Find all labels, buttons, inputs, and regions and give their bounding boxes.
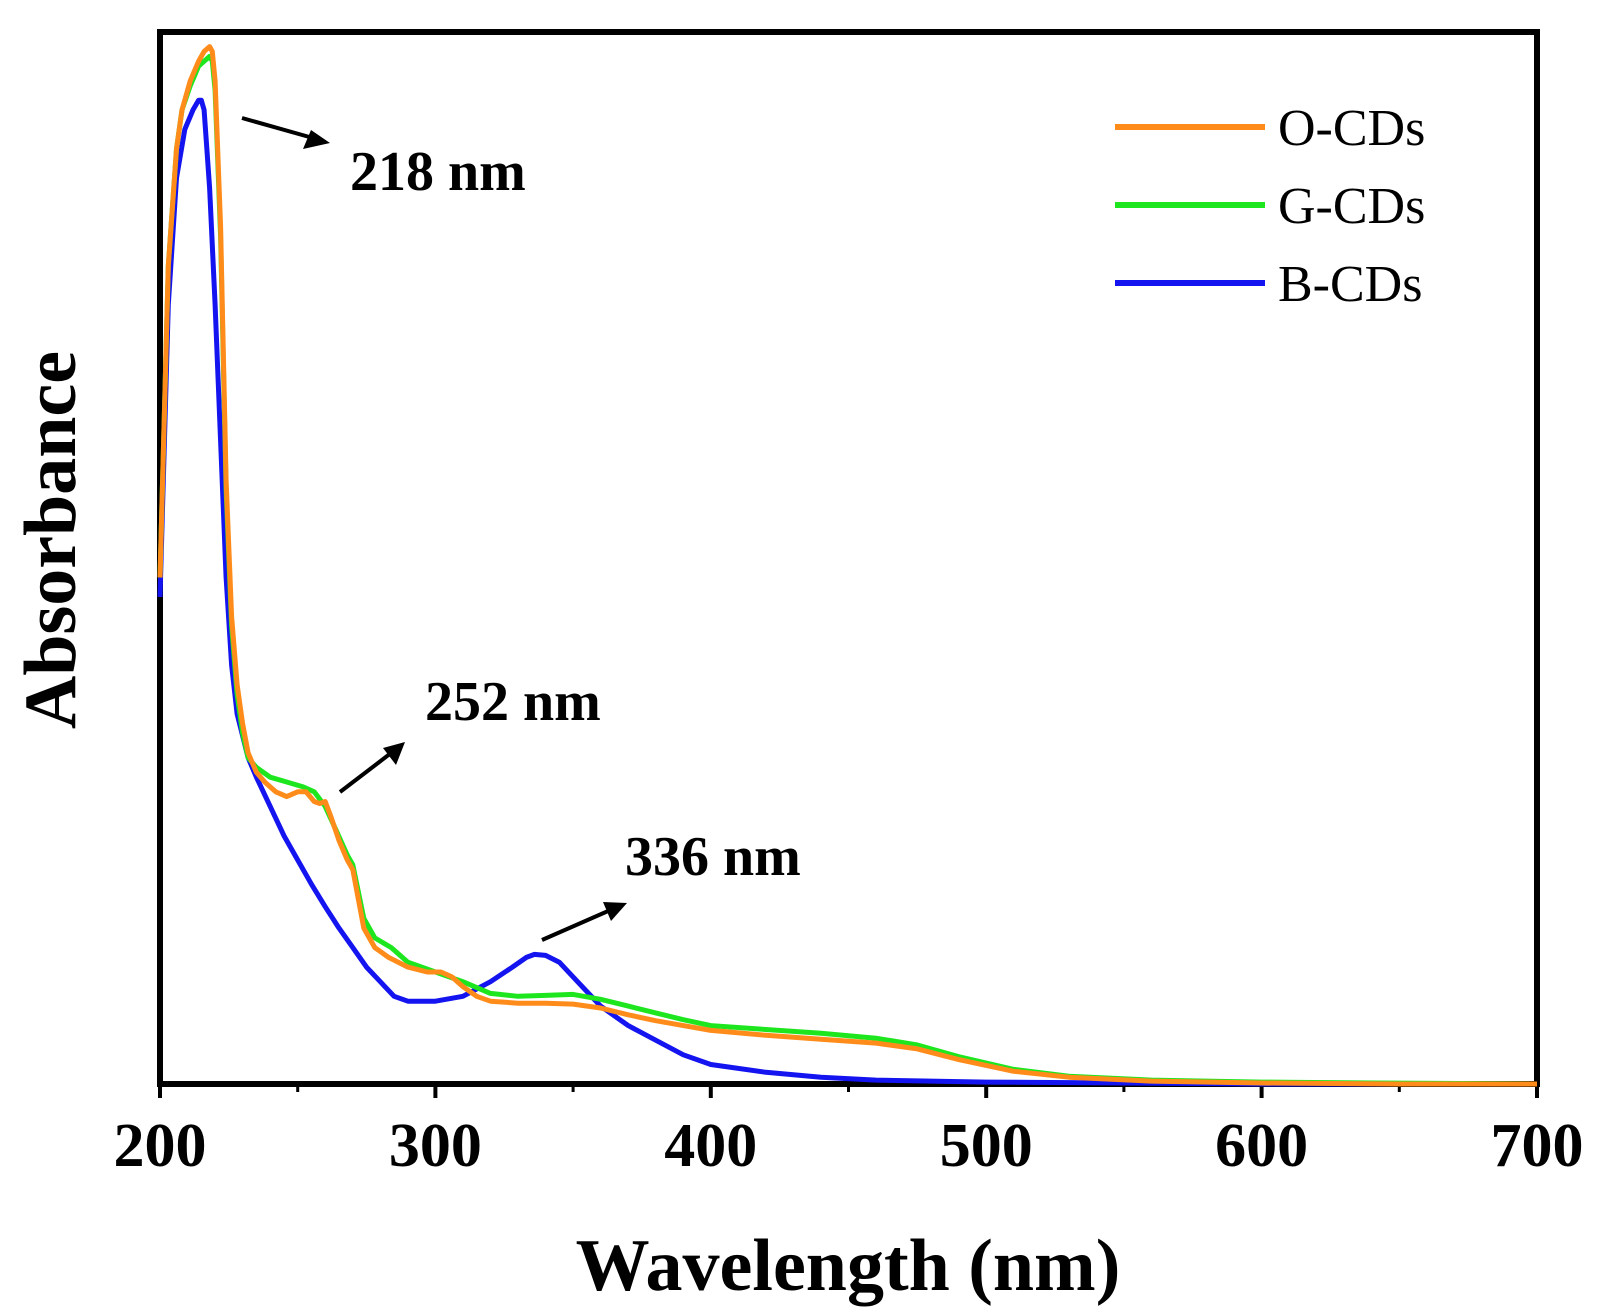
annotation-arrowhead-336 (603, 902, 627, 921)
legend: O-CDs G-CDs B-CDs (1115, 100, 1425, 313)
annotation-arrow-336 (541, 906, 616, 942)
x-tick-label: 400 (664, 1112, 757, 1180)
annotation-arrowhead-218 (303, 130, 330, 149)
annotations: 218 nm 252 nm 336 nm (241, 116, 801, 942)
legend-label-g-cds: G-CDs (1278, 178, 1425, 235)
annotation-label-252: 252 nm (425, 671, 601, 733)
x-axis-ticks: 200 300 400 500 600 700 (114, 1084, 1584, 1180)
annotation-label-336: 336 nm (625, 826, 801, 888)
series-line-b-cds (157, 97, 1537, 1087)
x-tick-label: 500 (940, 1112, 1033, 1180)
series-line-o-cds (157, 44, 1537, 1087)
legend-item-o-cds: O-CDs (1115, 100, 1425, 157)
annotation-arrow-252 (338, 748, 397, 794)
x-axis-title: Wavelength (nm) (576, 1225, 1121, 1307)
annotation-arrowhead-252 (383, 742, 405, 765)
series-lines (157, 44, 1538, 1087)
x-tick-label: 300 (389, 1112, 482, 1180)
y-axis-title: Absorbance (10, 351, 92, 729)
annotation-336: 336 nm (541, 826, 801, 942)
legend-item-b-cds: B-CDs (1115, 256, 1422, 313)
legend-item-g-cds: G-CDs (1115, 178, 1425, 235)
legend-label-b-cds: B-CDs (1278, 256, 1422, 313)
legend-label-o-cds: O-CDs (1278, 100, 1425, 157)
annotation-arrow-218 (241, 116, 321, 142)
annotation-218: 218 nm (241, 116, 526, 203)
annotation-252: 252 nm (338, 671, 601, 794)
annotation-label-218: 218 nm (350, 141, 526, 203)
x-tick-label: 600 (1215, 1112, 1308, 1180)
x-tick-label: 200 (114, 1112, 207, 1180)
x-tick-label: 700 (1491, 1112, 1584, 1180)
